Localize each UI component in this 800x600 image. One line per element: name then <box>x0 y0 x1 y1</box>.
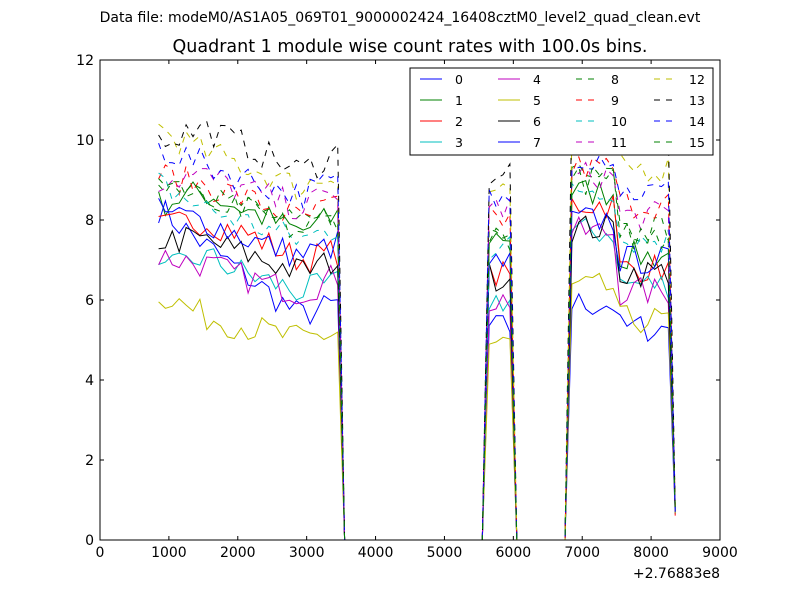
chart-title: Quadrant 1 module wise count rates with … <box>172 37 648 57</box>
x-tick-label: 6000 <box>496 545 532 561</box>
series-line-14 <box>158 143 676 541</box>
series-line-10 <box>158 172 676 541</box>
y-tick-label: 8 <box>85 213 94 229</box>
legend-frame <box>409 67 714 156</box>
x-offset-label: +2.76883e8 <box>633 566 720 582</box>
series-line-5 <box>158 272 676 541</box>
x-tick-label: 2000 <box>220 545 256 561</box>
legend-label-6: 6 <box>533 114 541 129</box>
x-tick-label: 8000 <box>633 545 669 561</box>
x-tick-label: 4000 <box>358 545 394 561</box>
series-line-13 <box>158 92 676 541</box>
figure-suptitle: Data file: modeM0/AS1A05_069T01_90000024… <box>99 10 701 26</box>
series-line-4 <box>158 215 676 541</box>
legend-label-12: 12 <box>689 72 705 87</box>
x-tick-label: 7000 <box>564 545 600 561</box>
y-tick-label: 12 <box>76 53 94 69</box>
y-tick-label: 6 <box>85 293 94 309</box>
x-tick-label: 3000 <box>289 545 325 561</box>
legend-label-15: 15 <box>689 135 705 150</box>
legend-label-9: 9 <box>611 93 619 108</box>
legend-label-4: 4 <box>533 72 541 87</box>
legend-label-0: 0 <box>455 72 463 87</box>
legend-label-14: 14 <box>689 114 705 129</box>
legend-label-3: 3 <box>455 135 463 150</box>
legend-label-7: 7 <box>533 135 541 150</box>
ticks-layer: 0 1000 2000 3000 4000 5000 6000 7000 8000 9000 0 2 4… <box>76 53 738 561</box>
series-line-15 <box>158 165 676 541</box>
legend-label-8: 8 <box>611 72 619 87</box>
series-line-9 <box>158 155 676 541</box>
x-tick-label: 9000 <box>702 545 738 561</box>
series-line-11 <box>158 161 676 541</box>
y-tick-label: 2 <box>85 453 94 469</box>
series-line-12 <box>158 122 676 541</box>
series-line-8 <box>158 163 676 541</box>
y-tick-label: 0 <box>85 533 94 549</box>
legend-label-2: 2 <box>455 114 463 129</box>
series-layer <box>158 92 676 541</box>
x-tick-label: 0 <box>96 545 105 561</box>
legend-label-10: 10 <box>611 114 627 129</box>
y-tick-label: 4 <box>85 373 94 389</box>
series-line-2 <box>158 195 676 541</box>
legend-label-13: 13 <box>689 93 705 108</box>
y-tick-label: 10 <box>76 133 94 149</box>
legend-label-5: 5 <box>533 93 541 108</box>
legend-label-1: 1 <box>455 93 463 108</box>
legend-label-11: 11 <box>611 135 627 150</box>
series-line-7 <box>158 198 676 541</box>
x-tick-label: 1000 <box>151 545 187 561</box>
x-tick-label: 5000 <box>427 545 463 561</box>
series-line-0 <box>158 199 676 541</box>
